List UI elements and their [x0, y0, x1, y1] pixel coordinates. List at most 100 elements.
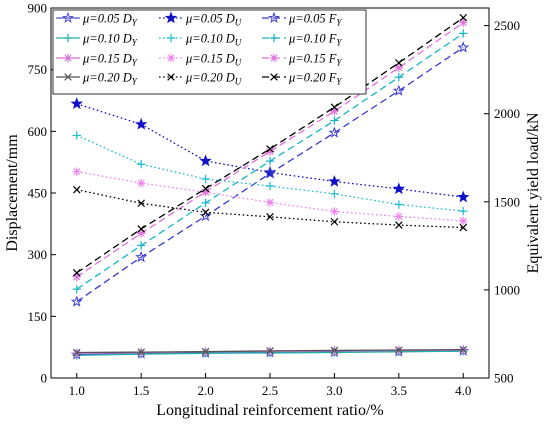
data-point	[136, 229, 146, 238]
data-point	[459, 29, 468, 38]
data-point	[330, 346, 339, 355]
legend-entry: μ=0.10 DU	[159, 32, 242, 48]
legend-entry: μ=0.15 FY	[262, 52, 342, 68]
data-point	[70, 295, 83, 307]
legend-label: μ=0.20 FY	[288, 71, 342, 87]
data-point	[72, 185, 81, 194]
y-right-tick-label: 1500	[494, 194, 520, 209]
legend-entry: μ=0.05 DU	[159, 11, 242, 28]
legend-label: μ=0.05 FY	[288, 12, 342, 28]
data-point	[264, 167, 276, 179]
series-line	[76, 46, 464, 303]
legend-label: μ=0.05 DY	[82, 12, 138, 28]
series-10	[72, 185, 468, 232]
legend-label: μ=0.20 DY	[82, 71, 138, 87]
data-point	[137, 199, 145, 208]
data-point	[394, 63, 404, 72]
data-point	[330, 103, 339, 111]
data-point	[394, 73, 404, 82]
data-point	[199, 209, 212, 222]
data-point	[392, 84, 405, 96]
data-point	[166, 33, 176, 43]
data-point	[394, 200, 404, 209]
x-tick-label: 1.5	[133, 383, 149, 398]
legend-label: μ=0.10 DY	[82, 32, 138, 48]
data-point	[394, 212, 404, 221]
data-point	[265, 156, 275, 166]
data-point	[459, 216, 468, 226]
data-point	[167, 73, 175, 81]
y-right-tick-label: 2000	[494, 106, 520, 121]
data-point	[72, 348, 81, 357]
data-point	[201, 187, 210, 196]
data-point	[266, 347, 274, 355]
data-point	[136, 178, 146, 188]
x-tick-label: 2.5	[262, 383, 278, 398]
data-point	[201, 347, 210, 356]
x-axis-title: Longitudinal reinforcement ratio/%	[156, 402, 383, 419]
data-point	[72, 285, 81, 294]
data-point	[135, 250, 148, 263]
y-left-tick-label: 900	[28, 1, 48, 16]
legend-label: μ=0.15 FY	[288, 52, 342, 68]
data-point	[201, 198, 210, 208]
data-point	[63, 53, 73, 63]
data-point	[134, 117, 148, 130]
y-left-tick-label: 750	[28, 62, 48, 77]
y-right-tick-label: 2500	[494, 18, 520, 33]
data-point	[268, 11, 280, 24]
data-point	[459, 18, 468, 27]
legend-label: μ=0.20 DU	[185, 71, 242, 87]
data-point	[328, 126, 341, 138]
legend-label: μ=0.15 DY	[82, 52, 138, 68]
data-point	[395, 221, 403, 229]
y-right-axis-title: Equivalent yield load/kN	[525, 112, 542, 273]
data-point	[64, 73, 72, 81]
data-point	[265, 181, 275, 191]
data-point	[395, 346, 403, 354]
x-tick-label: 4.0	[455, 383, 471, 398]
legend-entry: μ=0.05 DY	[56, 12, 138, 28]
data-point	[201, 174, 210, 184]
y-left-tick-label: 0	[41, 371, 48, 386]
data-point	[330, 217, 339, 226]
data-point	[328, 174, 341, 187]
legend-entry: μ=0.10 DY	[56, 32, 138, 48]
series-4	[72, 131, 468, 216]
plot-series	[70, 13, 470, 360]
legend-entry: μ=0.20 DY	[56, 71, 138, 87]
series-9	[72, 345, 468, 357]
y-left-tick-label: 600	[28, 124, 48, 139]
data-point	[137, 225, 145, 233]
legend-label: μ=0.10 FY	[288, 32, 342, 48]
y-left-tick-label: 450	[28, 186, 48, 201]
data-point	[201, 184, 210, 193]
data-point	[72, 272, 81, 282]
x-tick-label: 3.0	[326, 383, 342, 398]
data-point	[270, 73, 278, 81]
data-point	[199, 154, 212, 167]
data-point	[330, 189, 339, 199]
data-point	[330, 107, 339, 116]
data-point	[457, 190, 470, 203]
data-point	[166, 53, 176, 63]
series-line	[76, 189, 464, 229]
legend-entry: μ=0.05 FY	[262, 12, 342, 28]
data-point	[266, 145, 274, 153]
y-left-tick-label: 300	[28, 247, 48, 262]
data-point	[269, 53, 279, 63]
data-point	[392, 182, 406, 195]
data-point	[63, 33, 73, 43]
data-point	[72, 131, 81, 140]
data-point	[269, 33, 279, 43]
data-point	[459, 13, 468, 22]
x-tick-label: 1.0	[69, 383, 85, 398]
y-left-tick-label: 150	[28, 309, 48, 324]
y-left-axis-title: Displacement/mm	[4, 134, 21, 252]
data-point	[459, 206, 468, 216]
x-tick-label: 2.0	[197, 383, 213, 398]
data-point	[265, 147, 275, 156]
data-point	[72, 269, 81, 277]
data-point	[137, 348, 145, 356]
